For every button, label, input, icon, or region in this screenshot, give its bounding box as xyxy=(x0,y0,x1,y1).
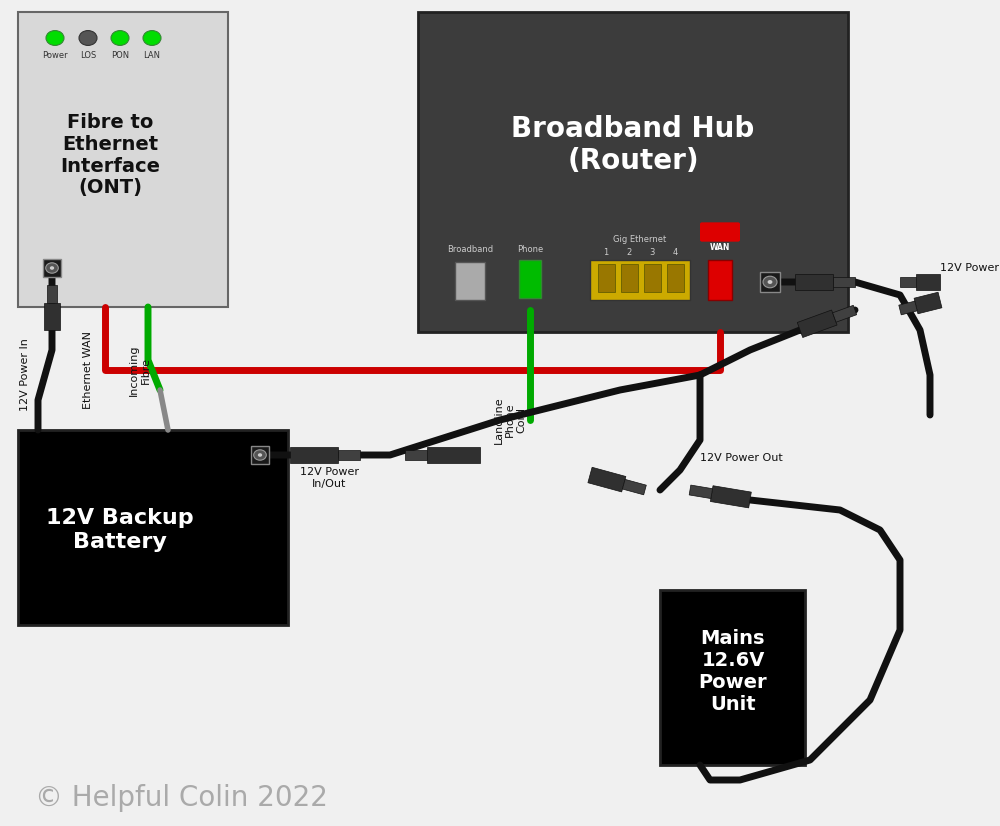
Text: Broadband Hub
(Router): Broadband Hub (Router) xyxy=(511,115,755,175)
Text: Ethernet WAN: Ethernet WAN xyxy=(83,331,93,409)
Circle shape xyxy=(143,31,161,45)
Polygon shape xyxy=(914,292,942,314)
Text: Incoming
Fibre: Incoming Fibre xyxy=(129,344,151,396)
FancyBboxPatch shape xyxy=(621,264,638,292)
Text: LOS: LOS xyxy=(80,51,96,60)
FancyBboxPatch shape xyxy=(760,272,780,292)
Text: Landline
Phone
Cord: Landline Phone Cord xyxy=(493,396,527,444)
Text: Gig Ethernet: Gig Ethernet xyxy=(613,235,667,244)
Text: 12V Power In: 12V Power In xyxy=(940,263,1000,273)
Polygon shape xyxy=(44,303,60,330)
FancyBboxPatch shape xyxy=(708,260,732,300)
Polygon shape xyxy=(795,274,833,290)
Polygon shape xyxy=(833,277,855,287)
Text: 12V Backup
Battery: 12V Backup Battery xyxy=(46,508,194,552)
FancyBboxPatch shape xyxy=(644,264,661,292)
FancyBboxPatch shape xyxy=(590,260,690,300)
FancyBboxPatch shape xyxy=(18,430,288,625)
FancyBboxPatch shape xyxy=(700,222,740,242)
Polygon shape xyxy=(427,447,480,463)
Polygon shape xyxy=(622,479,646,495)
Text: Phone: Phone xyxy=(517,245,543,254)
FancyBboxPatch shape xyxy=(519,260,541,298)
Polygon shape xyxy=(588,468,626,492)
FancyBboxPatch shape xyxy=(43,259,61,277)
Circle shape xyxy=(50,266,54,270)
FancyBboxPatch shape xyxy=(18,12,228,307)
Polygon shape xyxy=(916,274,940,290)
Circle shape xyxy=(79,31,97,45)
Text: 4: 4 xyxy=(672,248,678,257)
FancyBboxPatch shape xyxy=(667,264,684,292)
Polygon shape xyxy=(338,450,360,460)
Text: 12V Power Out: 12V Power Out xyxy=(700,453,783,463)
FancyBboxPatch shape xyxy=(455,262,485,300)
FancyBboxPatch shape xyxy=(660,590,805,765)
FancyBboxPatch shape xyxy=(598,264,615,292)
Circle shape xyxy=(46,31,64,45)
Polygon shape xyxy=(47,285,57,303)
FancyBboxPatch shape xyxy=(418,12,848,332)
Text: PON: PON xyxy=(111,51,129,60)
Polygon shape xyxy=(290,447,338,463)
Text: 12V Power In: 12V Power In xyxy=(20,339,30,411)
Polygon shape xyxy=(899,301,917,315)
Circle shape xyxy=(46,263,58,273)
Text: 2: 2 xyxy=(626,248,632,257)
Polygon shape xyxy=(900,277,916,287)
Text: © Helpful Colin 2022: © Helpful Colin 2022 xyxy=(35,784,328,812)
Circle shape xyxy=(111,31,129,45)
Text: Fibre to
Ethernet
Interface
(ONT): Fibre to Ethernet Interface (ONT) xyxy=(60,112,160,197)
Polygon shape xyxy=(710,486,751,508)
Polygon shape xyxy=(833,306,857,322)
Polygon shape xyxy=(797,310,837,338)
Text: Power: Power xyxy=(42,51,68,60)
Text: Mains
12.6V
Power
Unit: Mains 12.6V Power Unit xyxy=(699,629,767,714)
Circle shape xyxy=(254,450,266,460)
Polygon shape xyxy=(405,450,427,460)
Circle shape xyxy=(763,276,777,287)
Circle shape xyxy=(768,280,772,284)
Circle shape xyxy=(258,453,262,457)
Text: 1: 1 xyxy=(603,248,609,257)
Text: 3: 3 xyxy=(649,248,655,257)
Text: 12V Power
In/Out: 12V Power In/Out xyxy=(300,468,359,489)
FancyBboxPatch shape xyxy=(251,446,269,464)
Text: Broadband: Broadband xyxy=(447,245,493,254)
Text: 4: 4 xyxy=(717,225,723,235)
Text: WAN: WAN xyxy=(710,243,730,251)
Text: LAN: LAN xyxy=(144,51,160,60)
Polygon shape xyxy=(689,485,713,499)
